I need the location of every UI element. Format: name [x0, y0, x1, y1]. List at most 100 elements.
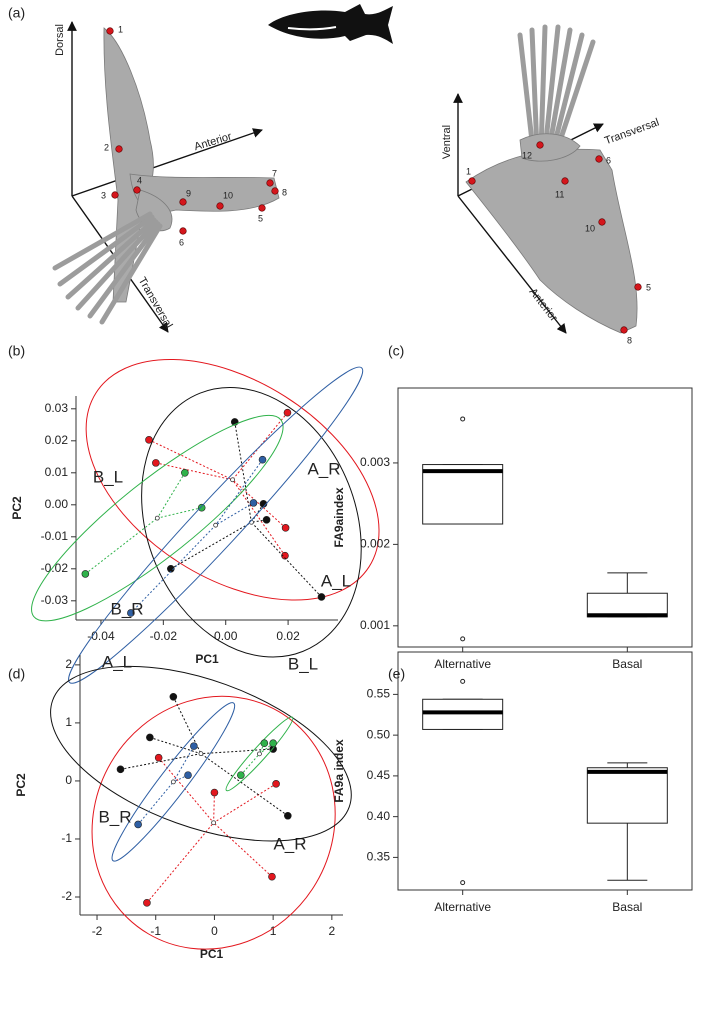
bone-right [465, 133, 638, 334]
point [134, 820, 142, 829]
y-tick-label: 0.00 [45, 497, 69, 511]
y-tick-label: 0.55 [367, 687, 391, 701]
centroid-link [259, 742, 274, 755]
point [237, 771, 245, 779]
point [317, 593, 326, 601]
axis-name: Transversal [136, 275, 175, 330]
point [181, 468, 189, 477]
group-label: A_R [273, 834, 306, 853]
landmark-label: 8 [627, 335, 632, 345]
fish-silhouette [268, 4, 393, 44]
point [152, 459, 160, 467]
centroid-link [130, 524, 216, 614]
point [210, 788, 219, 797]
y-axis-label: PC2 [10, 496, 24, 520]
axis-name: Anterior [193, 130, 234, 153]
y-tick-label: 1 [65, 715, 72, 729]
landmark-label: 1 [466, 166, 471, 176]
y-tick-label: 0.003 [360, 455, 390, 469]
x-tick-label: Basal [612, 900, 642, 914]
landmark-label: 5 [258, 213, 263, 223]
bone-left [103, 27, 280, 303]
point [81, 570, 90, 578]
landmark-label: 7 [272, 168, 277, 178]
x-tick-label: Alternative [434, 900, 491, 914]
fin-rays-right [517, 24, 596, 153]
group-label: B_L [93, 467, 123, 486]
centroid-link [85, 517, 158, 575]
centroid-link [137, 781, 174, 825]
point [269, 739, 277, 748]
confidence-ellipse [91, 695, 336, 950]
outlier [460, 416, 466, 422]
centroid [213, 522, 219, 528]
point [283, 408, 292, 417]
box [422, 464, 504, 525]
point [284, 811, 292, 820]
landmark-label: 5 [646, 282, 651, 292]
centroid [211, 820, 217, 826]
x-tick-label: -1 [150, 924, 161, 938]
y-tick-label: -1 [61, 831, 72, 845]
point [116, 765, 125, 774]
centroid-link [149, 736, 202, 755]
y-tick-label: 0.40 [367, 809, 391, 823]
point [127, 609, 135, 617]
landmark-label: 6 [179, 237, 184, 247]
landmark-label: 8 [282, 187, 287, 197]
point [197, 503, 206, 512]
panel-label: (c) [388, 343, 404, 359]
confidence-ellipse [31, 414, 284, 622]
y-tick-label: -2 [61, 889, 72, 903]
confidence-ellipse [141, 387, 362, 658]
centroid-link [213, 783, 277, 824]
outlier [460, 880, 466, 886]
y-axis-label: PC2 [14, 773, 28, 797]
point [143, 899, 151, 907]
confidence-ellipse [50, 665, 352, 842]
x-tick-label: Basal [612, 657, 642, 671]
point [190, 742, 198, 750]
axis-name: Transversal [603, 117, 661, 148]
centroid-link [120, 753, 202, 770]
centroid [154, 515, 160, 521]
x-axis-label: PC1 [195, 652, 219, 666]
panel-label: (e) [388, 666, 405, 682]
centroid-link [251, 521, 322, 598]
y-axis-label: FA9a index [332, 739, 346, 803]
centroid-link [234, 421, 252, 523]
centroid-link [251, 519, 267, 523]
centroid-link [155, 462, 233, 481]
outlier [460, 636, 466, 642]
group-label: B_R [110, 599, 143, 618]
centroid-link [232, 479, 286, 529]
landmark-label: 12 [522, 150, 532, 160]
centroid-link [240, 753, 260, 776]
y-tick-label: 0.01 [45, 465, 69, 479]
point [281, 551, 289, 560]
y-tick-label: -0.03 [41, 593, 69, 607]
landmark-label: 11 [555, 189, 564, 199]
centroid-link [200, 753, 289, 817]
centroid-link [215, 502, 254, 526]
point [145, 436, 153, 444]
centroid-link [232, 412, 288, 481]
point [146, 733, 154, 742]
point [268, 872, 276, 881]
panel-a: (a) Dorsal Anterior Transversal 1 [8, 4, 661, 345]
centroid-link [156, 472, 186, 519]
centroid-link [148, 439, 233, 481]
group-label: A_L [102, 652, 132, 671]
landmarks-right [468, 141, 642, 334]
landmark-label: 10 [585, 223, 595, 233]
y-tick-label: 0.002 [360, 537, 390, 551]
confidence-ellipse [225, 716, 294, 792]
landmark-label: 2 [104, 142, 109, 152]
fin-rays-left [52, 211, 163, 325]
group-label: B_R [98, 807, 131, 826]
y-tick-label: 0.35 [367, 850, 391, 864]
landmark-label: 1 [118, 24, 123, 34]
centroid-link [172, 745, 195, 783]
x-tick-label: 0.02 [276, 629, 300, 643]
